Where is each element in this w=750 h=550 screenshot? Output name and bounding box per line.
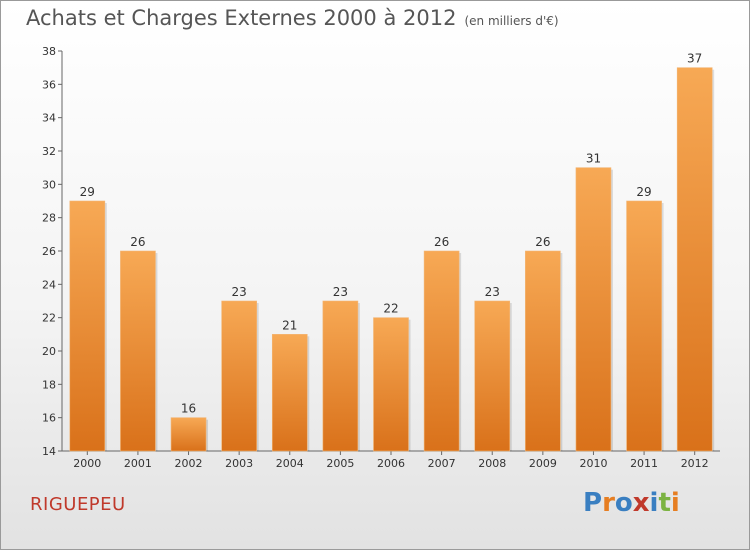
y-tick-label: 14 xyxy=(42,445,56,458)
chart-subtitle: (en milliers d'€) xyxy=(464,14,559,28)
bar-value-label: 23 xyxy=(232,285,247,299)
y-tick-label: 28 xyxy=(42,212,56,225)
bars: 29 26 16 23 21 23 22 26 23 26 31 29 37 xyxy=(69,52,715,452)
bar xyxy=(120,250,156,452)
y-tick-label: 16 xyxy=(42,412,56,425)
y-tick-label: 26 xyxy=(42,245,56,258)
logo-letter: i xyxy=(649,488,659,518)
bar xyxy=(69,200,106,452)
bar xyxy=(373,317,409,452)
logo-letter: o xyxy=(614,488,633,518)
bar-value-label: 37 xyxy=(687,52,702,66)
bar xyxy=(474,300,511,452)
place-name: RIGUEPEU xyxy=(30,494,126,515)
x-tick-label: 2004 xyxy=(276,457,304,470)
y-tick-label: 38 xyxy=(42,45,56,58)
y-tick-label: 32 xyxy=(42,145,56,158)
bar xyxy=(271,334,308,452)
logo-letter: r xyxy=(602,488,615,518)
x-tick-label: 2011 xyxy=(630,457,658,470)
x-tick-label: 2006 xyxy=(377,457,405,470)
y-tick-label: 30 xyxy=(42,178,56,191)
x-tick-label: 2002 xyxy=(175,457,203,470)
bar-value-label: 22 xyxy=(383,302,398,316)
proxiti-logo[interactable]: Proxiti xyxy=(583,488,680,518)
bar-value-label: 26 xyxy=(434,235,449,249)
bar xyxy=(626,200,662,452)
y-tick-label: 34 xyxy=(42,112,56,125)
bar-value-label: 23 xyxy=(333,285,348,299)
bar-value-label: 29 xyxy=(80,185,95,199)
bar xyxy=(170,417,207,452)
chart-title-block: Achats et Charges Externes 2000 à 2012 (e… xyxy=(26,6,559,30)
x-tick-label: 2005 xyxy=(326,457,354,470)
logo-letter: x xyxy=(632,488,650,518)
x-tick-label: 2000 xyxy=(73,457,101,470)
bar-value-label: 16 xyxy=(181,402,196,416)
bar-value-label: 23 xyxy=(485,285,500,299)
bar-value-label: 26 xyxy=(535,235,550,249)
y-tick-label: 24 xyxy=(42,278,56,291)
y-tick-label: 22 xyxy=(42,312,56,325)
x-tick-label: 2010 xyxy=(579,457,607,470)
x-tick-label: 2001 xyxy=(124,457,152,470)
x-tick-label: 2003 xyxy=(225,457,253,470)
chart-title: Achats et Charges Externes 2000 à 2012 xyxy=(26,6,457,30)
x-tick-label: 2012 xyxy=(681,457,709,470)
bar xyxy=(423,250,460,452)
bar-value-label: 26 xyxy=(130,235,145,249)
logo-letter: P xyxy=(583,488,603,518)
y-tick-label: 36 xyxy=(42,78,56,91)
logo-letter: i xyxy=(670,488,680,518)
logo-letter: t xyxy=(658,488,671,518)
x-tick-label: 2009 xyxy=(529,457,557,470)
bar xyxy=(575,167,612,452)
x-tick-label: 2008 xyxy=(478,457,506,470)
bar xyxy=(525,250,561,452)
bar-value-label: 21 xyxy=(282,318,297,332)
bar-value-label: 29 xyxy=(636,185,651,199)
bar xyxy=(322,300,359,452)
y-tick-label: 20 xyxy=(42,345,56,358)
y-tick-label: 18 xyxy=(42,378,56,391)
bar xyxy=(221,300,257,452)
bar xyxy=(676,67,713,452)
x-tick-label: 2007 xyxy=(428,457,456,470)
bar-value-label: 31 xyxy=(586,152,601,166)
